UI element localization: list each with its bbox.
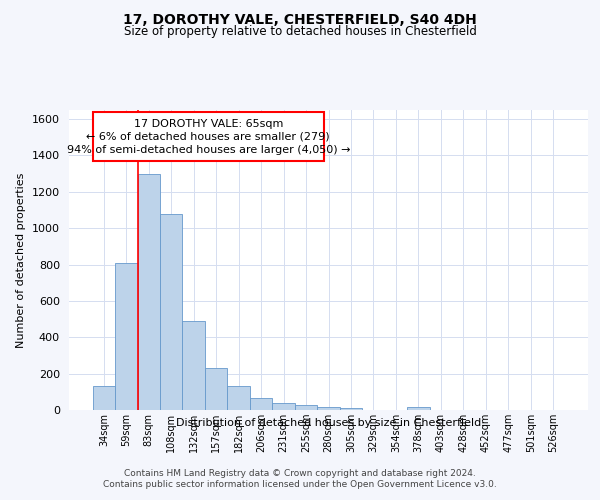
Bar bbox=[137, 174, 160, 410]
Bar bbox=[250, 398, 272, 410]
Bar bbox=[340, 408, 362, 410]
Bar bbox=[182, 321, 205, 410]
Text: 17 DOROTHY VALE: 65sqm: 17 DOROTHY VALE: 65sqm bbox=[134, 119, 283, 129]
Text: 17, DOROTHY VALE, CHESTERFIELD, S40 4DH: 17, DOROTHY VALE, CHESTERFIELD, S40 4DH bbox=[123, 12, 477, 26]
Bar bbox=[92, 386, 115, 410]
Text: Contains HM Land Registry data © Crown copyright and database right 2024.: Contains HM Land Registry data © Crown c… bbox=[124, 469, 476, 478]
Y-axis label: Number of detached properties: Number of detached properties bbox=[16, 172, 26, 348]
Text: Distribution of detached houses by size in Chesterfield: Distribution of detached houses by size … bbox=[176, 418, 481, 428]
Bar bbox=[295, 406, 317, 410]
Bar bbox=[227, 386, 250, 410]
Bar bbox=[160, 214, 182, 410]
Bar bbox=[317, 408, 340, 410]
Bar bbox=[272, 403, 295, 410]
Bar bbox=[92, 112, 324, 161]
Text: Contains public sector information licensed under the Open Government Licence v3: Contains public sector information licen… bbox=[103, 480, 497, 489]
Bar bbox=[115, 262, 137, 410]
Text: 94% of semi-detached houses are larger (4,050) →: 94% of semi-detached houses are larger (… bbox=[67, 145, 350, 155]
Text: Size of property relative to detached houses in Chesterfield: Size of property relative to detached ho… bbox=[124, 25, 476, 38]
Bar bbox=[407, 408, 430, 410]
Bar bbox=[205, 368, 227, 410]
Text: ← 6% of detached houses are smaller (279): ← 6% of detached houses are smaller (279… bbox=[86, 132, 330, 141]
